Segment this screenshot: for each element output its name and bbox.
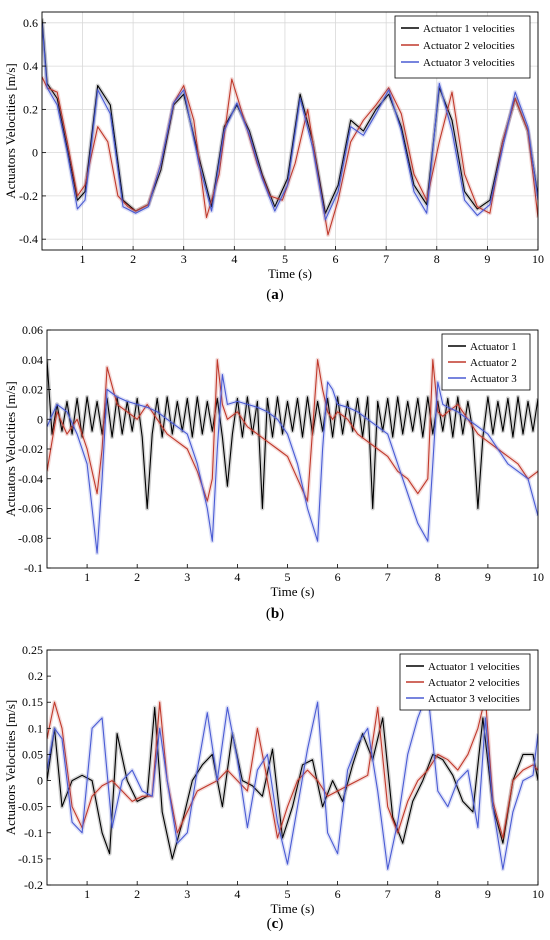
x-tick-label: 10 [532,252,544,266]
x-tick-label: 6 [335,570,341,584]
legend-label-3: Actuator 3 [470,373,517,385]
series-line-3 [42,22,538,221]
x-tick-label: 2 [134,570,140,584]
y-tick-label: 0.4 [23,59,38,73]
x-axis-label: Time (s) [268,266,312,281]
x-tick-label: 4 [231,252,237,266]
legend-label-1: Actuator 1 [470,341,517,353]
series-line-2 [42,76,538,236]
y-axis-label: Actuators Velocities [m/s] [3,381,18,517]
legend-label-2: Actuator 2 velocities [428,677,520,689]
y-tick-label: -0.15 [18,852,43,866]
y-tick-label: 0.2 [28,669,43,683]
y-tick-label: -0.2 [19,189,38,203]
y-tick-label: 0.04 [22,353,43,367]
y-axis-label: Actuators Velocities [m/s] [3,700,18,836]
x-tick-label: 7 [383,252,389,266]
caption-a: (a) [266,287,284,303]
x-tick-label: 10 [532,570,544,584]
x-tick-label: 5 [282,252,288,266]
series-halo-2 [47,695,538,840]
x-tick-label: 2 [130,252,136,266]
x-tick-label: 9 [484,252,490,266]
legend-label-2: Actuator 2 [470,357,517,369]
x-tick-label: 6 [333,252,339,266]
x-tick-label: 4 [234,570,240,584]
x-tick-label: 9 [485,887,491,901]
y-tick-label: -0.05 [18,800,43,814]
x-tick-label: 4 [234,887,240,901]
x-tick-label: 1 [84,887,90,901]
series-line-1 [47,359,538,510]
y-tick-label: 0 [32,146,38,160]
x-axis-label: Time (s) [271,901,315,916]
x-axis-label: Time (s) [271,584,315,599]
series-line-3 [47,374,538,554]
x-tick-label: 5 [284,570,290,584]
series-line-3 [47,691,538,870]
y-tick-label: -0.1 [24,826,43,840]
x-tick-label: 10 [532,887,544,901]
legend-box [394,15,531,79]
series-line-2 [47,359,538,502]
panel-b-chart: 1 2 3 4 5 6 7 8 9 10 -0.1 -0.08 -0.06 -0.04 -0.02 0 0.02… [3,323,544,599]
legend-label-1: Actuator 1 velocities [423,23,515,35]
x-tick-label: 8 [434,252,440,266]
x-tick-label: 9 [485,570,491,584]
legend-label-3: Actuator 3 velocities [423,57,515,69]
panel-a-chart: 1 2 3 4 5 6 7 8 9 10 -0.4 -0.2 0 0.2 0.4 0.6 Time (s) Act… [3,11,544,281]
x-tick-label: 1 [84,570,90,584]
y-tick-label: 0 [37,774,43,788]
y-tick-label: -0.04 [18,472,43,486]
y-tick-label: 0.06 [22,323,43,337]
legend-label-2: Actuator 2 velocities [423,40,515,52]
y-tick-label: 0.6 [23,16,38,30]
panel-c-chart: 1 2 3 4 5 6 7 8 9 10 -0.2 -0.15 -0.1 -0.05 0 0.05 0.1 0.1… [3,643,544,916]
x-tick-label: 5 [284,887,290,901]
x-tick-label: 3 [184,887,190,901]
x-tick-label: 1 [79,252,85,266]
x-tick-label: 3 [184,570,190,584]
y-tick-label: -0.4 [19,232,38,246]
x-tick-label: 8 [435,887,441,901]
series-line-2 [47,696,538,839]
x-tick-label: 7 [385,887,391,901]
y-tick-label: 0.2 [23,102,38,116]
plot-frame [46,649,539,886]
legend: Actuator 1 velocities Actuator 2 velociti… [394,15,531,79]
y-tick-label: -0.06 [18,502,43,516]
caption-c: (c) [266,916,284,932]
y-tick-label: -0.2 [24,878,43,892]
y-tick-label: 0 [37,412,43,426]
y-tick-label: 0.25 [22,643,43,657]
x-tick-label: 2 [134,887,140,901]
x-tick-label: 7 [385,570,391,584]
series-line-1 [42,18,538,214]
legend: Actuator 1 Actuator 2 Actuator 3 [441,333,531,391]
y-tick-label: -0.1 [24,561,43,575]
series-line-1 [47,706,538,860]
plot-frame [41,11,539,251]
x-tick-label: 6 [335,887,341,901]
y-tick-label: 0.02 [22,383,43,397]
legend-label-1: Actuator 1 velocities [428,661,520,673]
y-tick-label: 0.15 [22,695,43,709]
y-tick-label: -0.02 [18,442,43,456]
x-tick-label: 3 [181,252,187,266]
legend-label-3: Actuator 3 velocities [428,693,520,705]
y-tick-label: 0.05 [22,747,43,761]
series-halo-3 [47,689,538,872]
legend: Actuator 1 velocities Actuator 2 velociti… [399,653,531,711]
y-tick-label: 0.1 [28,721,43,735]
caption-b: (b) [265,606,285,622]
x-tick-label: 8 [435,570,441,584]
y-tick-label: -0.08 [18,531,43,545]
y-axis-label: Actuators Velocities [m/s] [3,63,18,199]
